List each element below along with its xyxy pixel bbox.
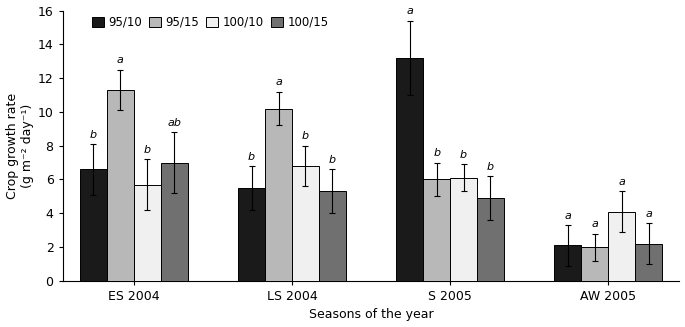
Text: b: b <box>329 155 336 165</box>
Bar <box>265 109 292 281</box>
Text: b: b <box>90 130 97 140</box>
Legend: 95/10, 95/15, 100/10, 100/15: 95/10, 95/15, 100/10, 100/15 <box>87 11 334 33</box>
Text: b: b <box>433 148 440 158</box>
Bar <box>582 247 608 281</box>
Bar <box>477 198 504 281</box>
Text: b: b <box>302 131 309 142</box>
Text: a: a <box>275 77 282 87</box>
Bar <box>319 191 346 281</box>
Text: a: a <box>645 209 652 219</box>
Bar <box>450 178 477 281</box>
Bar <box>238 188 265 281</box>
Bar <box>554 245 582 281</box>
Bar <box>635 244 662 281</box>
Bar <box>292 166 319 281</box>
Bar <box>423 180 450 281</box>
Y-axis label: Crop growth rate
(g m⁻² day⁻¹): Crop growth rate (g m⁻² day⁻¹) <box>5 93 34 199</box>
Text: a: a <box>564 211 571 221</box>
Text: a: a <box>591 219 598 229</box>
Text: b: b <box>144 145 151 155</box>
Bar <box>161 163 188 281</box>
Bar <box>608 212 635 281</box>
Text: a: a <box>406 7 413 16</box>
Bar <box>80 169 107 281</box>
Bar <box>397 58 423 281</box>
Text: a: a <box>117 56 124 65</box>
Text: b: b <box>460 150 467 160</box>
Bar <box>134 184 161 281</box>
X-axis label: Seasons of the year: Seasons of the year <box>309 308 434 321</box>
Text: b: b <box>248 152 256 162</box>
Text: ab: ab <box>167 118 181 128</box>
Text: a: a <box>619 177 625 187</box>
Bar <box>107 90 134 281</box>
Text: b: b <box>487 162 494 172</box>
